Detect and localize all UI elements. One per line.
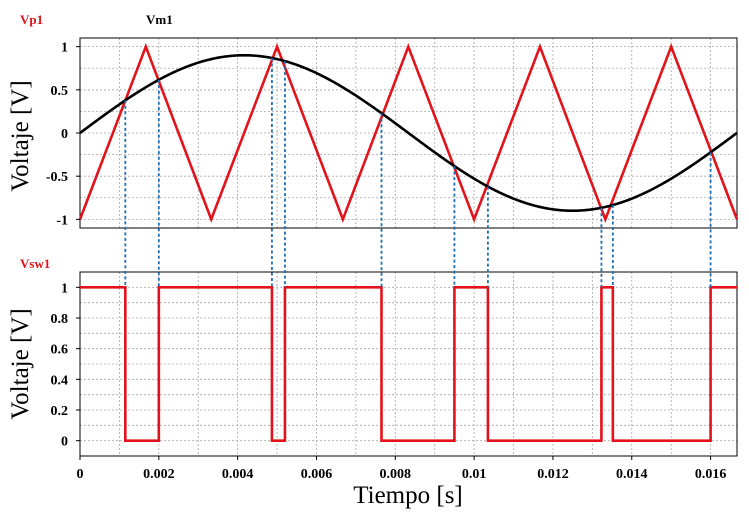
- x-tick-label: 0.002: [143, 467, 175, 482]
- x-tick-label: 0.006: [301, 467, 333, 482]
- top-y-tick-label: 1: [61, 41, 68, 56]
- x-tick-label: 0.016: [695, 467, 727, 482]
- bottom-series: [80, 286, 737, 442]
- series-vm1: [79, 53, 738, 213]
- bottom-y-tick-label: 1: [61, 281, 68, 296]
- top-y-tick-label: -1: [56, 213, 68, 228]
- top-chart: -1 -0.5 0 0.5 1 Voltaje [V] Vp1 Vm1: [7, 12, 739, 229]
- x-tick-label: 0.004: [222, 467, 254, 482]
- legend-vp1: Vp1: [20, 12, 43, 27]
- x-tick-label: 0: [77, 467, 84, 482]
- legend-vsw1: Vsw1: [20, 256, 50, 271]
- bottom-grid: [80, 272, 737, 456]
- top-y-tick-label: 0: [61, 127, 68, 142]
- series-vp1: [78, 42, 739, 224]
- bottom-y-ticks: 0 0.2 0.4 0.6 0.8 1: [51, 281, 80, 450]
- x-tick-label: 0.012: [537, 467, 569, 482]
- bottom-chart: 0 0.2 0.4 0.6 0.8 1 0 0.002 0.004 0.006 0.008 0.01…: [7, 256, 738, 509]
- bottom-y-tick-label: 0: [61, 435, 68, 450]
- top-y-tick-label: -0.5: [46, 170, 68, 185]
- crossing-connectors: [124, 57, 712, 288]
- legend-vm1: Vm1: [146, 12, 173, 27]
- x-tick-label: 0.01: [462, 467, 487, 482]
- top-y-tick-label: 0.5: [51, 84, 69, 99]
- bottom-y-tick-label: 0.4: [51, 373, 69, 388]
- bottom-y-axis-label: Voltaje [V]: [7, 308, 34, 419]
- x-axis-label: Tiempo [s]: [353, 482, 463, 509]
- top-y-axis-label: Voltaje [V]: [7, 80, 34, 191]
- bottom-y-tick-label: 0.6: [51, 343, 69, 358]
- bottom-x-ticks: 0 0.002 0.004 0.006 0.008 0.01 0.012 0.014 0.016: [77, 456, 727, 482]
- top-y-ticks: -1 -0.5 0 0.5 1: [46, 41, 80, 228]
- top-series: [78, 42, 739, 224]
- x-tick-label: 0.014: [616, 467, 648, 482]
- bottom-y-tick-label: 0.2: [51, 404, 69, 419]
- bottom-y-tick-label: 0.8: [51, 312, 69, 327]
- x-tick-label: 0.008: [380, 467, 412, 482]
- bottom-plot-frame: [79, 271, 738, 457]
- series-vsw1: [80, 286, 737, 442]
